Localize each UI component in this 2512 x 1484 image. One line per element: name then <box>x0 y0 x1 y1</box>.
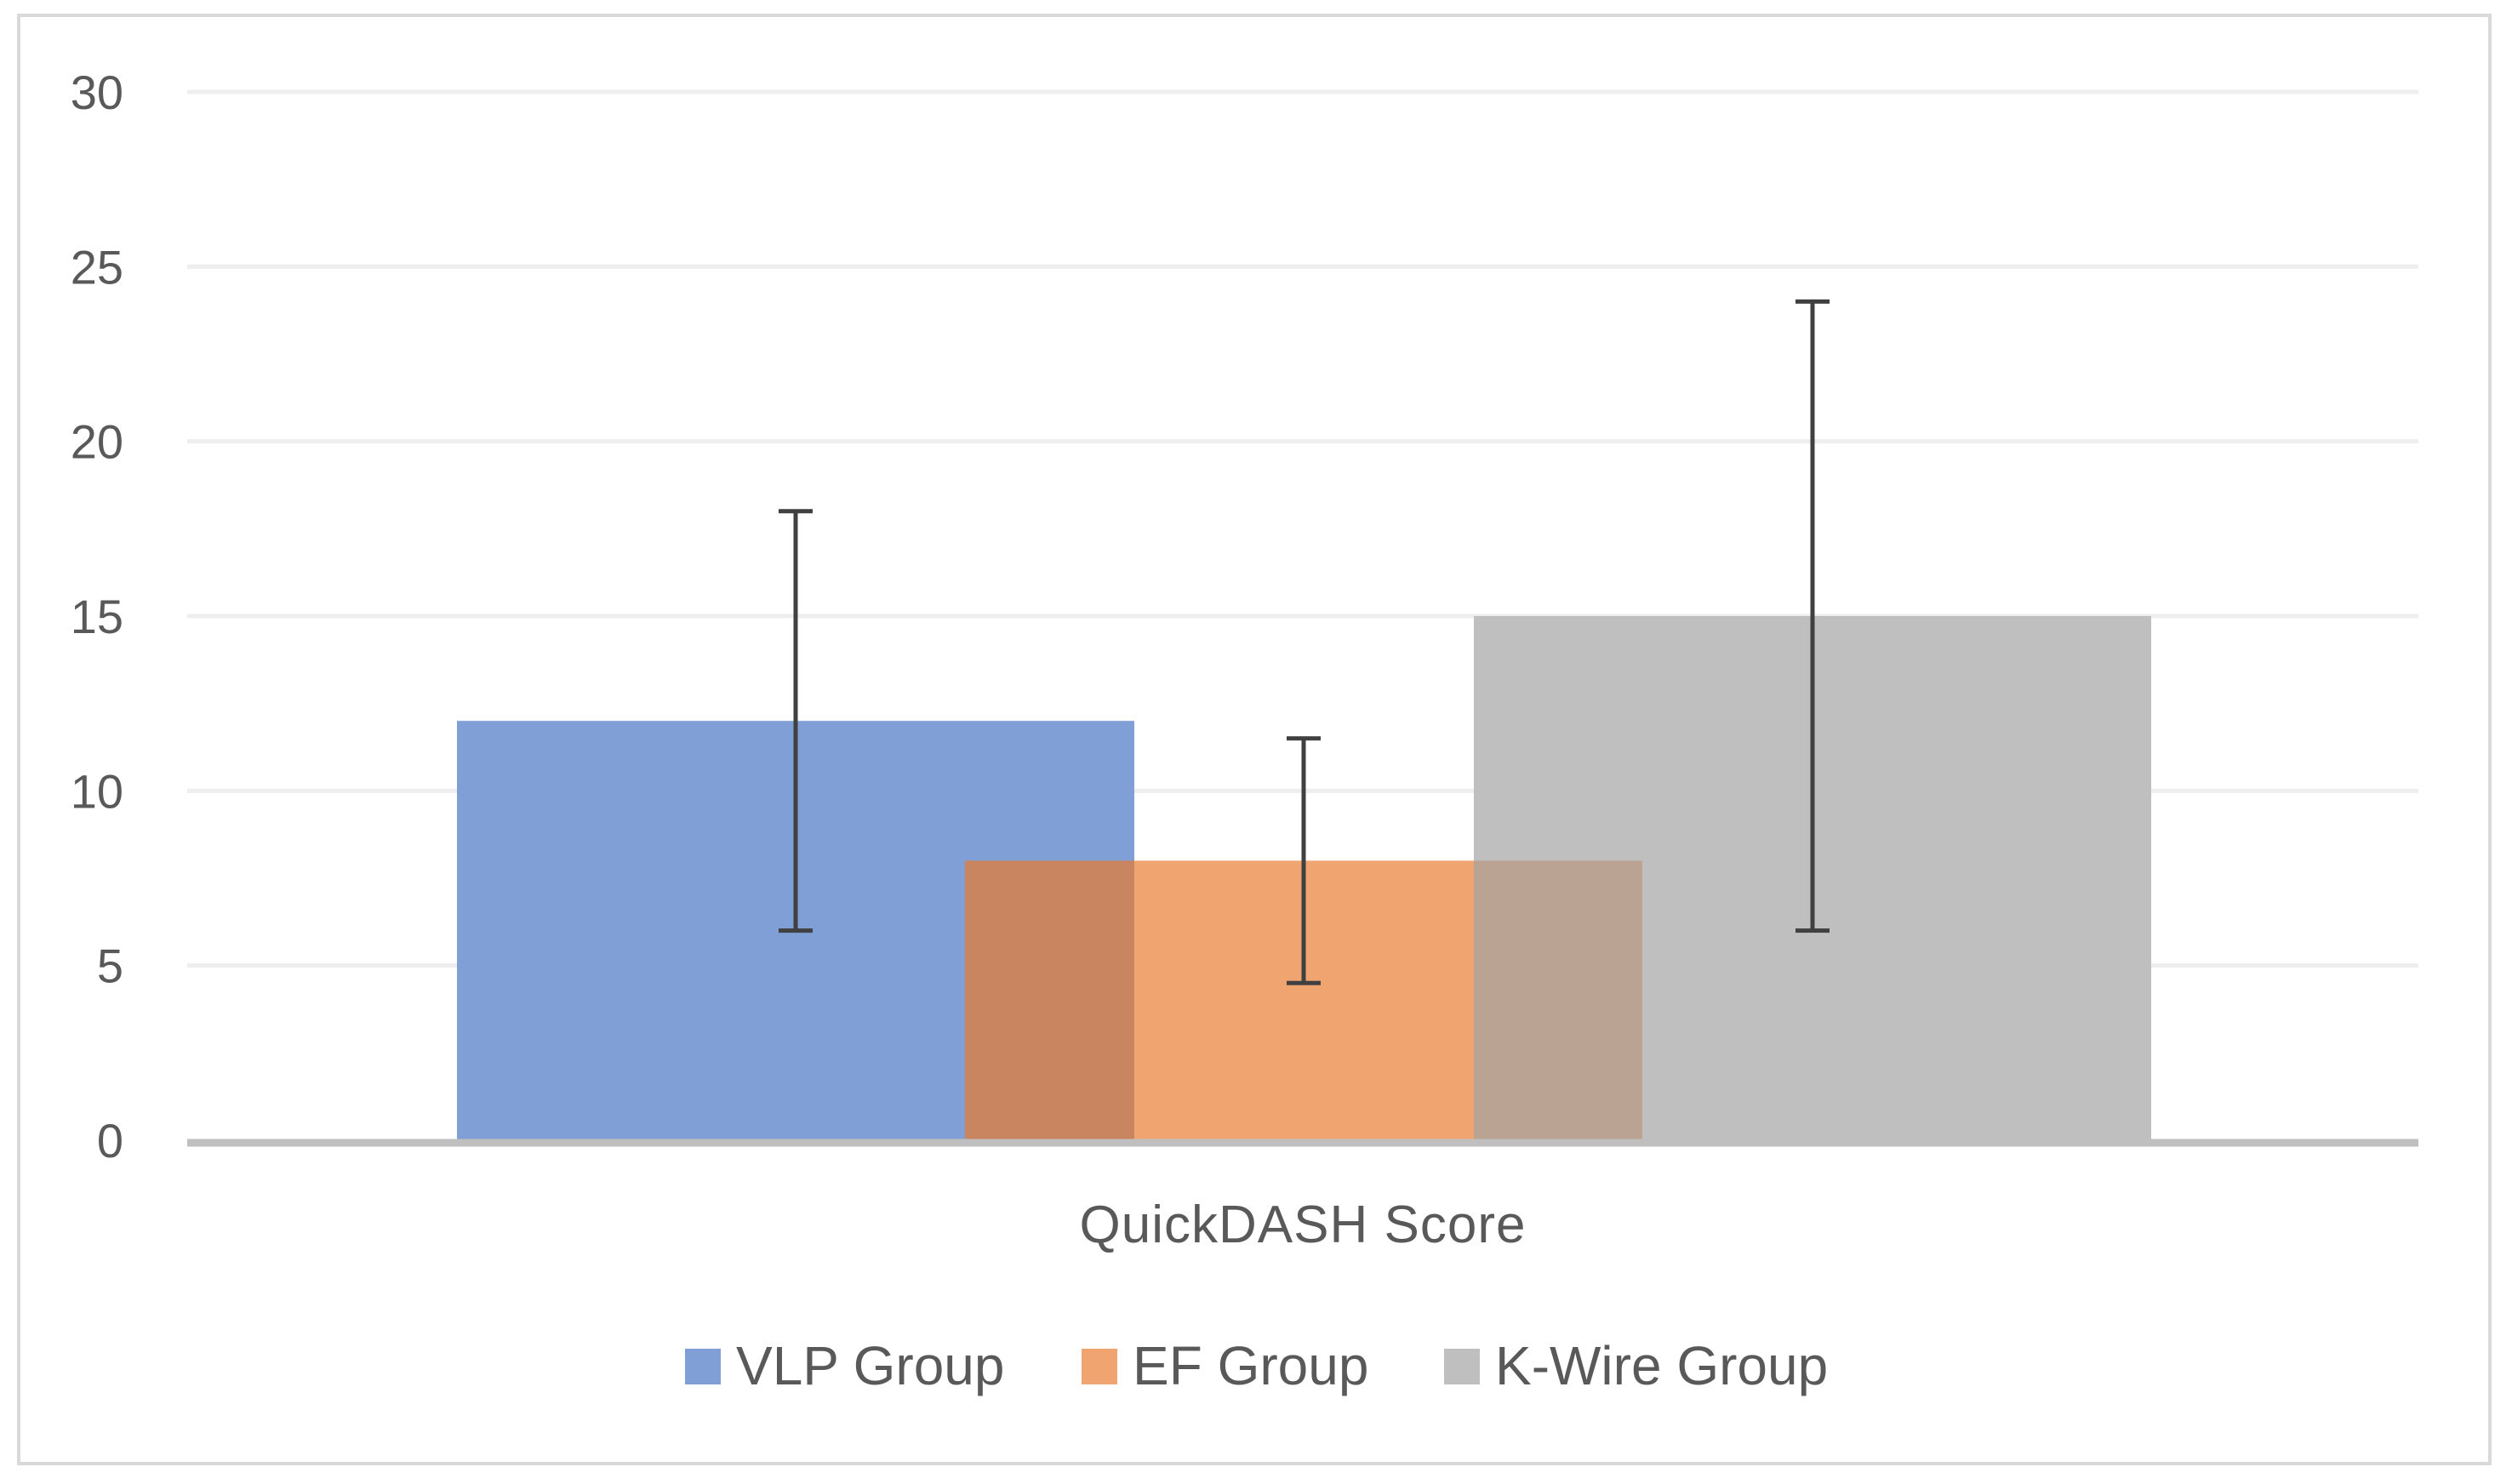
bar-overlap-region <box>1474 860 1642 1140</box>
y-tick-label: 25 <box>71 240 123 294</box>
legend-label: EF Group <box>1133 1335 1368 1396</box>
legend-swatch <box>1444 1349 1480 1384</box>
y-tick-label: 30 <box>71 66 123 119</box>
bar-overlap-region <box>965 860 1134 1140</box>
y-tick-label: 20 <box>71 415 123 469</box>
legend-label: K-Wire Group <box>1495 1335 1828 1396</box>
legend-item-ef-group: EF Group <box>1082 1335 1368 1396</box>
legend-swatch <box>1082 1349 1117 1384</box>
error-bar-vlp-group <box>779 509 813 933</box>
legend-swatch <box>685 1349 721 1384</box>
y-tick-label: 15 <box>71 590 123 643</box>
y-tick-label: 10 <box>71 764 123 818</box>
legend-item-vlp-group: VLP Group <box>685 1335 1004 1396</box>
y-tick-label: 5 <box>97 939 123 993</box>
error-bar-ef-group <box>1287 736 1321 985</box>
category-label: QuickDASH Score <box>1080 1196 1527 1254</box>
legend-label: VLP Group <box>736 1335 1004 1396</box>
error-bars <box>779 299 1830 985</box>
legend: VLP Group EF Group K-Wire Group <box>685 1335 1828 1396</box>
error-bar-k-wire-group <box>1796 299 1830 933</box>
legend-item-k-wire-group: K-Wire Group <box>1444 1335 1828 1396</box>
y-tick-label: 0 <box>97 1114 123 1167</box>
y-axis-tick-labels: 0 5 10 15 20 25 30 <box>71 66 123 1167</box>
